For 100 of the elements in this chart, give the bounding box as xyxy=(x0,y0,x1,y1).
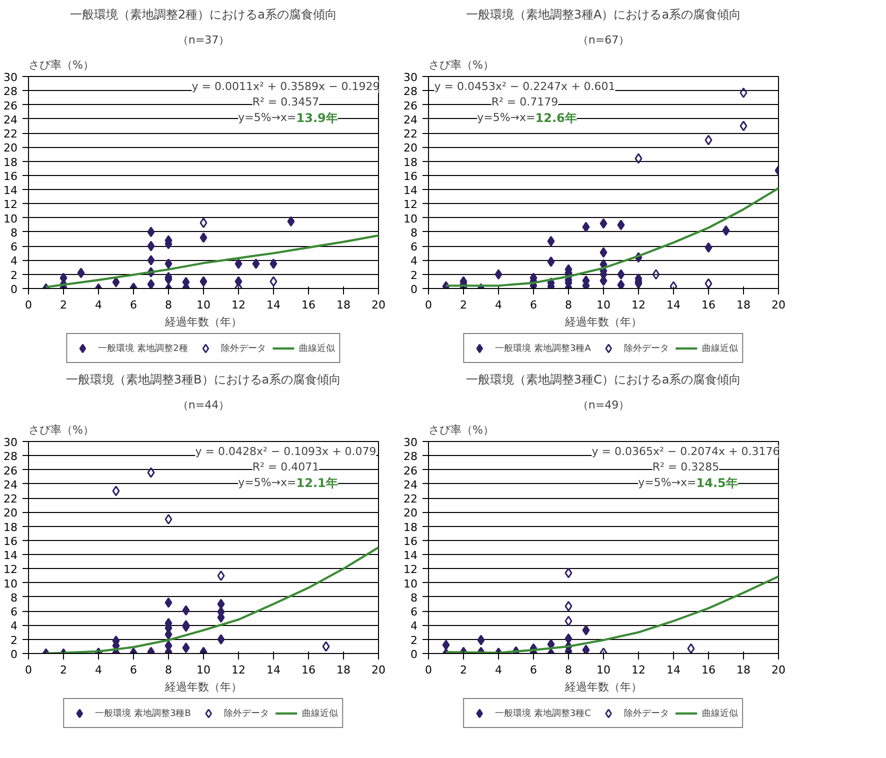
y-tick-label: 12 xyxy=(4,563,18,576)
x-tick-label: 12 xyxy=(632,664,646,676)
legend-label: 曲線近似 xyxy=(302,708,338,720)
chart-subtitle: （n=67） xyxy=(577,34,630,46)
y-tick-label: 2 xyxy=(410,634,418,647)
x-tick-label: 18 xyxy=(736,298,750,312)
x-tick-label: 20 xyxy=(772,298,786,312)
annotation: R² = 0.4071 xyxy=(252,460,320,474)
chart-title: 一般環境（素地調整3種C）におけるa系の腐食傾向 xyxy=(466,372,742,386)
y-tick-label: 6 xyxy=(410,606,418,619)
annotation: R² = 0.3457 xyxy=(252,96,320,109)
x-tick-label: 8 xyxy=(565,298,572,312)
x-tick-label: 16 xyxy=(702,298,716,312)
x-tick-label: 6 xyxy=(530,664,537,676)
chart-title: 一般環境（素地調整3種B）におけるa系の腐食傾向 xyxy=(66,372,342,386)
y-tick-label: 26 xyxy=(4,464,18,478)
x-tick-label: 18 xyxy=(736,664,750,676)
y-tick-label: 22 xyxy=(404,492,418,506)
x-tick-label: 0 xyxy=(425,298,432,312)
y-tick-label: 30 xyxy=(4,436,18,449)
x-tick-label: 8 xyxy=(165,298,172,312)
legend-label: 曲線近似 xyxy=(702,708,738,720)
y-tick-label: 12 xyxy=(404,563,418,576)
x-tick-label: 6 xyxy=(130,664,137,676)
y-tick-label: 14 xyxy=(4,549,18,562)
y-axis-title: さび率（%） xyxy=(428,58,494,72)
legend-label: 曲線近似 xyxy=(702,342,738,354)
y-tick-label: 0 xyxy=(10,648,18,661)
x-tick-label: 16 xyxy=(302,298,316,312)
x-tick-label: 20 xyxy=(372,664,386,676)
y-tick-label: 26 xyxy=(404,99,418,112)
x-tick-label: 14 xyxy=(666,664,680,676)
legend-label: 除外データ xyxy=(624,342,669,354)
x-tick-label: 20 xyxy=(372,298,386,312)
x-tick-label: 2 xyxy=(60,298,67,312)
y-tick-label: 20 xyxy=(404,506,418,520)
x-tick-label: 16 xyxy=(702,664,716,676)
x-tick-label: 6 xyxy=(530,298,537,312)
y-tick-label: 30 xyxy=(4,71,18,84)
y-tick-label: 20 xyxy=(404,142,418,155)
y-tick-label: 12 xyxy=(404,198,418,212)
x-tick-label: 14 xyxy=(266,298,280,312)
y-tick-label: 14 xyxy=(4,184,18,198)
annotation: y=5%→x= xyxy=(638,476,696,490)
y-tick-label: 10 xyxy=(404,577,418,590)
x-tick-label: 2 xyxy=(460,664,467,676)
y-tick-label: 10 xyxy=(4,212,18,226)
y-tick-label: 20 xyxy=(4,506,18,520)
y-axis-title: さび率（%） xyxy=(28,424,94,436)
legend-label: 一般環境 素地調整3種C xyxy=(495,708,591,720)
y-tick-label: 28 xyxy=(4,450,18,464)
y-tick-label: 0 xyxy=(10,283,18,296)
annotation: 12.6年 xyxy=(535,111,577,126)
legend-label: 一般環境 素地調整3種A xyxy=(495,342,591,354)
y-tick-label: 8 xyxy=(410,226,418,240)
x-tick-label: 14 xyxy=(266,664,280,676)
x-tick-label: 10 xyxy=(196,298,210,312)
y-tick-label: 16 xyxy=(404,534,418,548)
legend-label: 曲線近似 xyxy=(298,342,335,354)
x-axis-title: 経過年数（年） xyxy=(564,316,642,328)
y-tick-label: 10 xyxy=(404,212,418,226)
x-tick-label: 12 xyxy=(232,298,246,312)
x-tick-label: 8 xyxy=(565,664,572,676)
legend-label: 一般環境 素地調整2種 xyxy=(98,342,188,354)
chart-subtitle: （n=37） xyxy=(177,34,230,46)
x-tick-label: 4 xyxy=(95,664,102,676)
x-tick-label: 4 xyxy=(495,298,502,312)
chart-subtitle: （n=44） xyxy=(177,398,230,412)
y-tick-label: 6 xyxy=(10,606,18,619)
x-axis-title: 経過年数（年） xyxy=(164,316,242,328)
x-tick-label: 4 xyxy=(95,298,102,312)
x-tick-label: 12 xyxy=(632,298,646,312)
x-tick-label: 2 xyxy=(460,298,467,312)
y-tick-label: 22 xyxy=(4,128,18,141)
y-tick-label: 6 xyxy=(10,240,18,254)
x-tick-label: 8 xyxy=(165,664,172,676)
y-tick-label: 16 xyxy=(4,534,18,548)
y-tick-label: 28 xyxy=(404,450,418,464)
y-tick-label: 20 xyxy=(4,142,18,155)
y-tick-label: 8 xyxy=(10,591,18,604)
y-tick-label: 16 xyxy=(404,170,418,183)
y-tick-label: 14 xyxy=(404,549,418,562)
legend-label: 除外データ xyxy=(624,708,669,720)
annotation: y=5%→x= xyxy=(238,476,296,490)
y-tick-label: 24 xyxy=(404,478,418,492)
x-tick-label: 10 xyxy=(596,664,610,676)
annotation: 13.9年 xyxy=(296,111,338,126)
x-tick-label: 16 xyxy=(302,664,316,676)
y-tick-label: 18 xyxy=(4,520,18,534)
y-tick-label: 26 xyxy=(4,99,18,112)
y-tick-label: 24 xyxy=(404,113,418,126)
legend-label: 一般環境 素地調整3種B xyxy=(95,708,191,720)
y-tick-label: 22 xyxy=(4,492,18,506)
chart-title: 一般環境（素地調整2種）におけるa系の腐食傾向 xyxy=(70,8,338,22)
y-tick-label: 4 xyxy=(410,254,418,268)
annotation: y=5%→x= xyxy=(477,111,536,124)
x-tick-label: 18 xyxy=(336,664,350,676)
chart-title: 一般環境（素地調整3種A）におけるa系の腐食傾向 xyxy=(466,8,742,22)
legend-label: 除外データ xyxy=(220,342,266,354)
y-tick-label: 18 xyxy=(404,520,418,534)
